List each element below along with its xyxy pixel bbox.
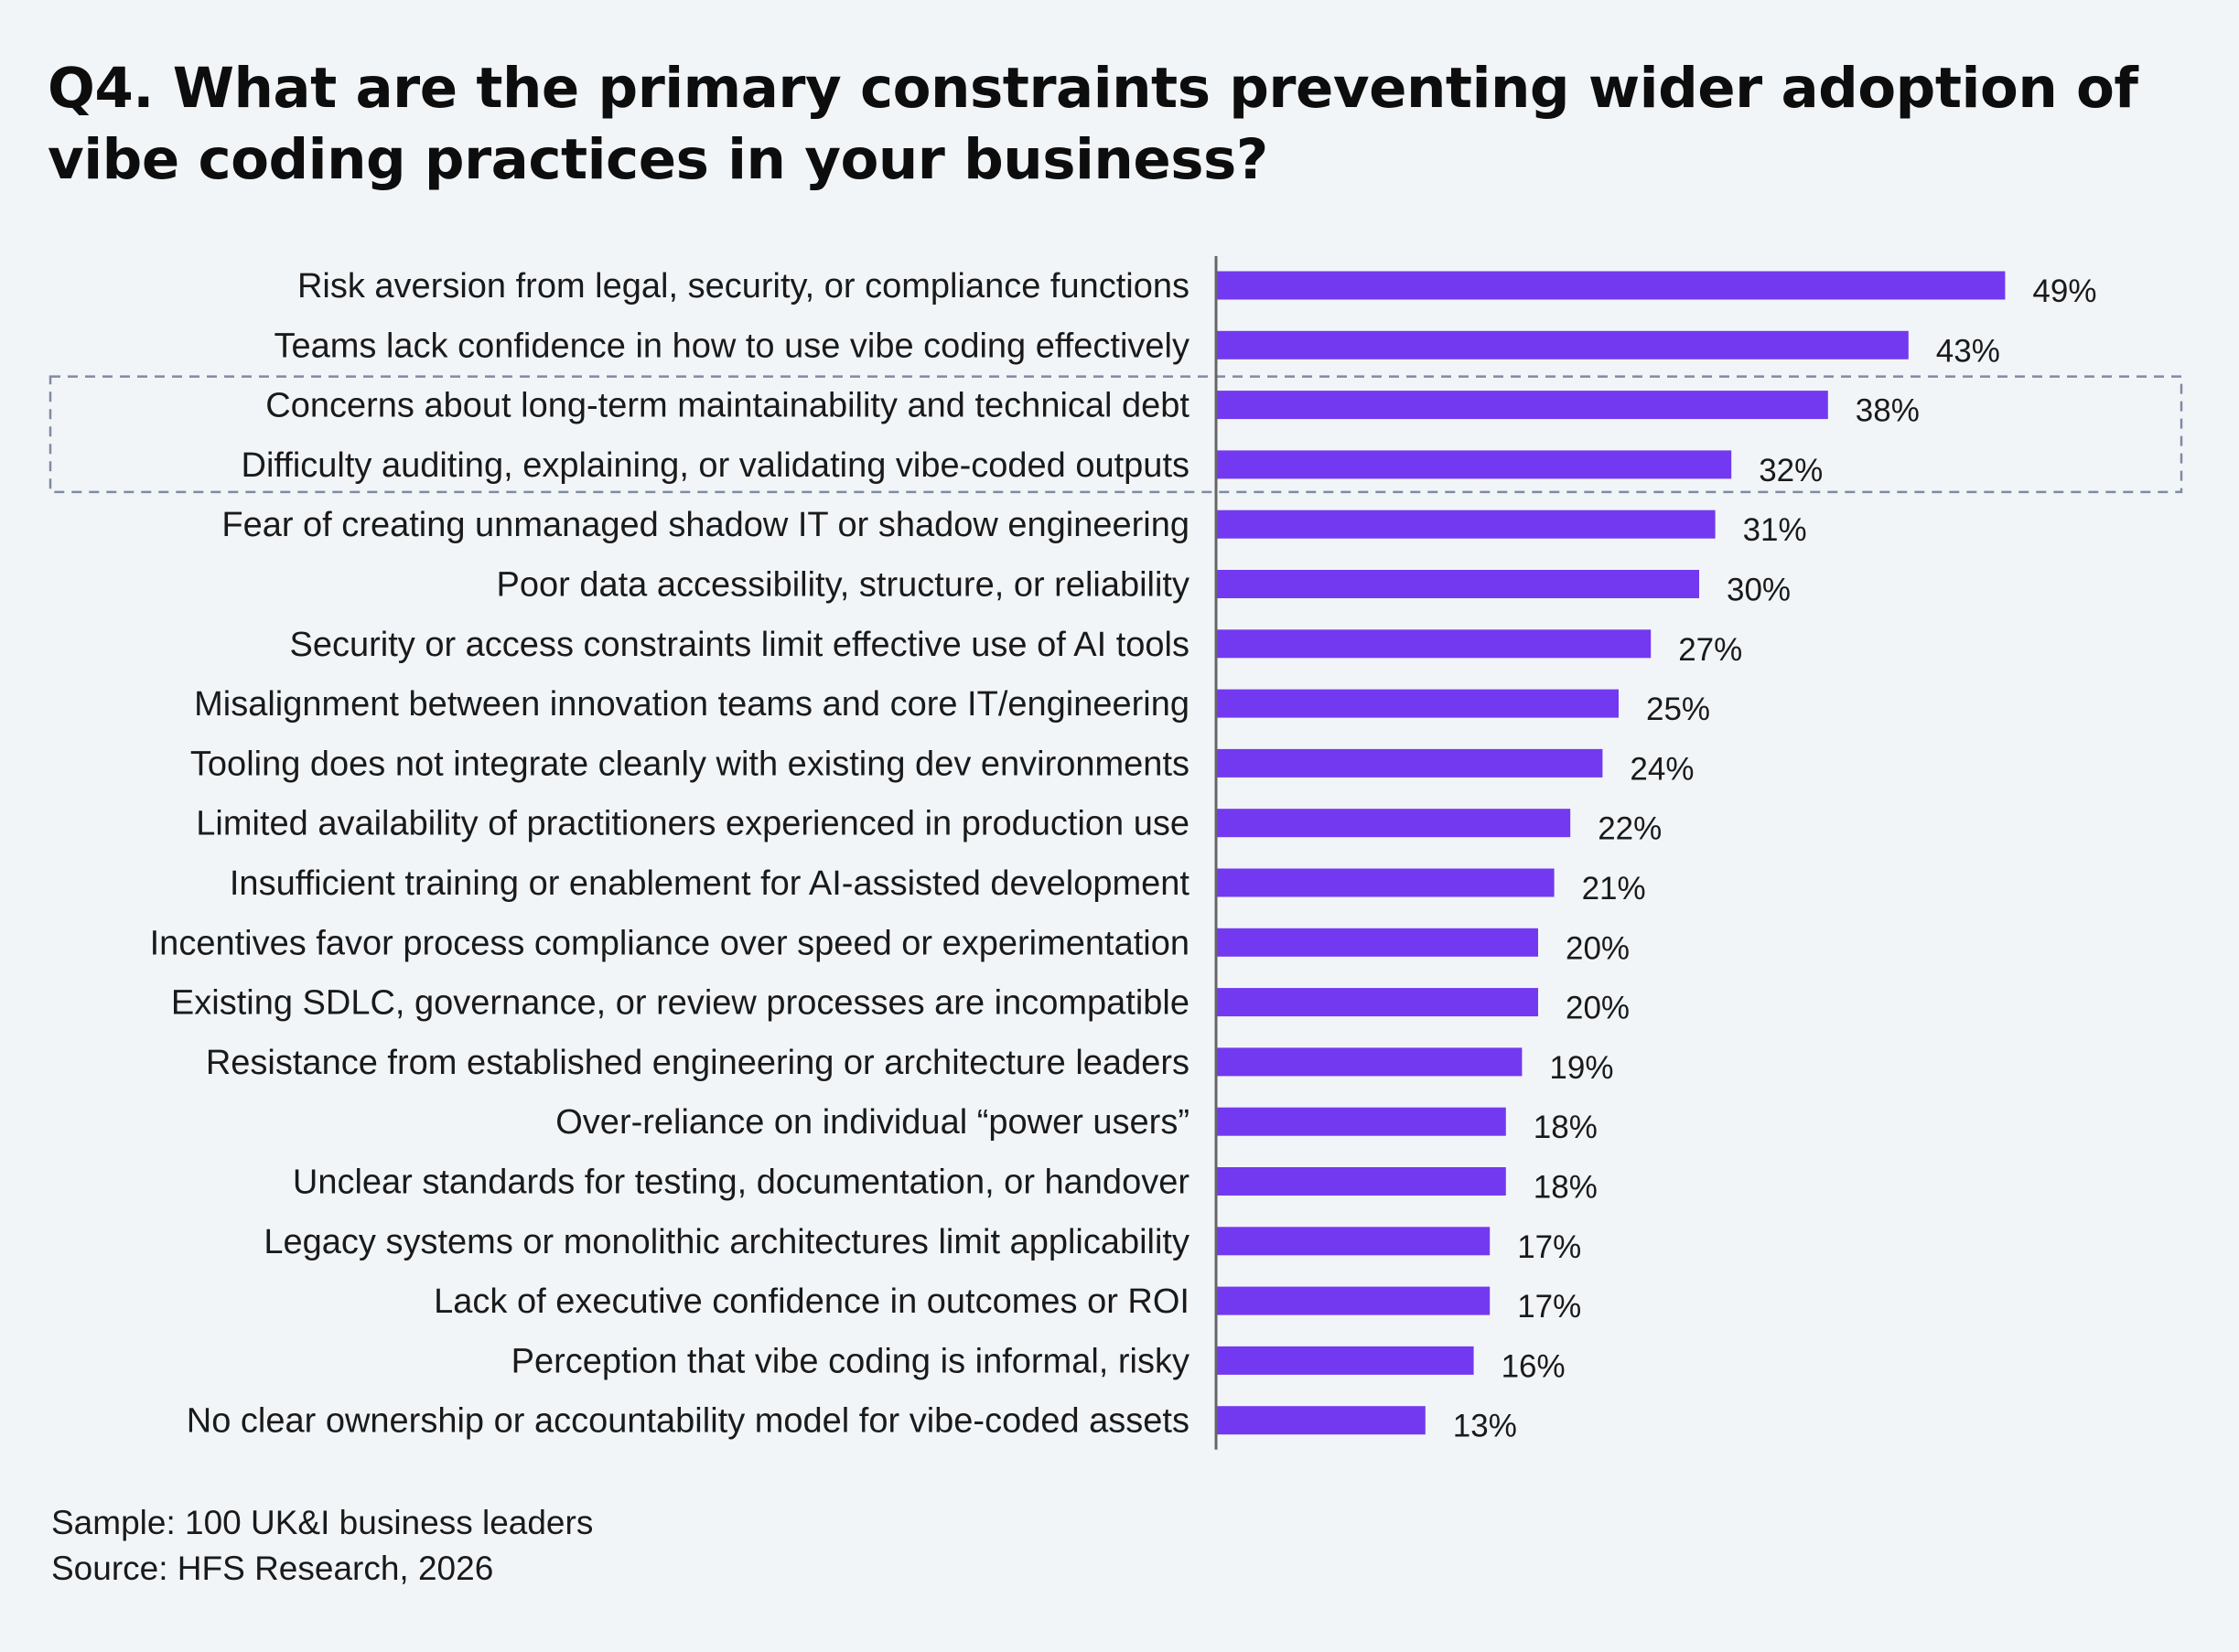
category-label: Perception that vibe coding is informal,… bbox=[511, 1342, 1189, 1380]
bar bbox=[1216, 271, 2006, 300]
value-label: 30% bbox=[1727, 573, 1791, 608]
bar bbox=[1216, 1346, 1474, 1375]
value-label: 16% bbox=[1502, 1348, 1566, 1384]
value-label: 20% bbox=[1566, 930, 1630, 966]
value-label: 18% bbox=[1534, 1170, 1598, 1206]
value-label: 32% bbox=[1759, 453, 1823, 488]
value-label: 25% bbox=[1646, 692, 1710, 727]
value-label: 18% bbox=[1534, 1110, 1598, 1145]
chart-title: Q4. What are the primary constraints pre… bbox=[48, 56, 2138, 192]
category-label: Teams lack confidence in how to use vibe… bbox=[274, 327, 1189, 365]
category-label: Tooling does not integrate cleanly with … bbox=[190, 745, 1189, 783]
value-label: 13% bbox=[1453, 1409, 1517, 1444]
bar bbox=[1216, 1406, 1426, 1435]
category-label: Legacy systems or monolithic architectur… bbox=[264, 1223, 1189, 1261]
category-label: Security or access constraints limit eff… bbox=[290, 626, 1190, 664]
value-label: 20% bbox=[1566, 991, 1630, 1026]
bar bbox=[1216, 510, 1716, 539]
highlight-box bbox=[48, 375, 2183, 494]
category-label: No clear ownership or accountability mod… bbox=[187, 1402, 1189, 1441]
category-label: Concerns about long-term maintainability… bbox=[265, 387, 1189, 425]
bar bbox=[1216, 1107, 1506, 1136]
bar bbox=[1216, 988, 1538, 1017]
value-label: 43% bbox=[1936, 333, 2000, 369]
bar bbox=[1216, 689, 1619, 718]
category-label: Incentives favor process compliance over… bbox=[150, 924, 1189, 962]
bar bbox=[1216, 391, 1828, 420]
bar bbox=[1216, 570, 1699, 598]
bar bbox=[1216, 1286, 1491, 1315]
value-label: 21% bbox=[1582, 871, 1646, 906]
value-label: 49% bbox=[2032, 274, 2096, 309]
category-label: Insufficient training or enablement for … bbox=[230, 864, 1190, 903]
bar bbox=[1216, 1227, 1491, 1256]
chart-footer: Sample: 100 UK&I business leaders Source… bbox=[51, 1500, 593, 1592]
value-label: 19% bbox=[1549, 1050, 1613, 1086]
bar bbox=[1216, 629, 1652, 659]
value-label: 31% bbox=[1743, 512, 1807, 548]
value-label: 17% bbox=[1517, 1289, 1581, 1325]
category-label: Difficulty auditing, explaining, or vali… bbox=[242, 446, 1189, 485]
category-label: Poor data accessibility, structure, or r… bbox=[497, 566, 1189, 605]
source-note: Source: HFS Research, 2026 bbox=[51, 1550, 494, 1587]
category-label: Limited availability of practitioners ex… bbox=[196, 805, 1189, 843]
value-label: 24% bbox=[1630, 751, 1694, 787]
bar bbox=[1216, 748, 1603, 778]
bar bbox=[1216, 928, 1538, 957]
category-label: Resistance from established engineering … bbox=[206, 1044, 1189, 1082]
category-label: Existing SDLC, governance, or review pro… bbox=[171, 984, 1189, 1023]
category-label: Risk aversion from legal, security, or c… bbox=[297, 267, 1189, 306]
value-label: 22% bbox=[1598, 811, 1662, 847]
value-label: 17% bbox=[1517, 1229, 1581, 1265]
bar bbox=[1216, 868, 1555, 897]
bar bbox=[1216, 1047, 1523, 1077]
sample-note: Sample: 100 UK&I business leaders bbox=[51, 1504, 594, 1541]
bar bbox=[1216, 450, 1732, 479]
category-label: Fear of creating unmanaged shadow IT or … bbox=[221, 506, 1189, 544]
category-label: Lack of executive confidence in outcomes… bbox=[434, 1282, 1189, 1321]
bar bbox=[1216, 330, 1909, 359]
category-label: Misalignment between innovation teams an… bbox=[194, 685, 1189, 724]
bar bbox=[1216, 809, 1571, 838]
value-label: 27% bbox=[1678, 632, 1742, 668]
bar bbox=[1216, 1167, 1506, 1196]
category-label: Over-reliance on individual “power users… bbox=[555, 1103, 1189, 1142]
category-label: Unclear standards for testing, documenta… bbox=[293, 1164, 1189, 1202]
value-label: 38% bbox=[1856, 393, 1920, 429]
